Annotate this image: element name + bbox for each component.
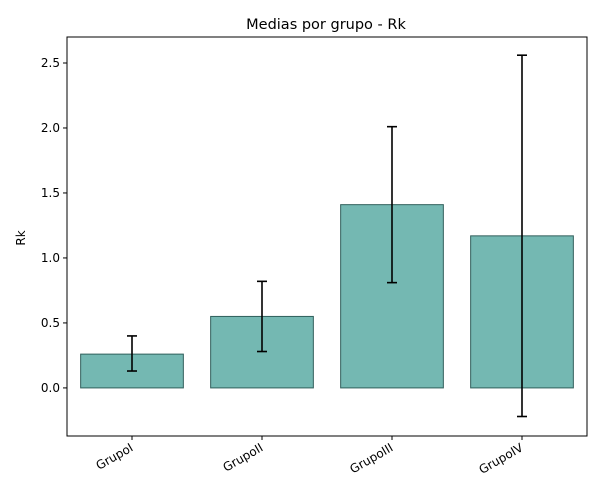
x-tick-label: GrupoIV — [476, 440, 526, 477]
y-tick-label: 0.5 — [41, 316, 60, 330]
y-tick-label: 1.0 — [41, 251, 60, 265]
y-axis: 0.0 0.5 1.0 1.5 2.0 2.5 — [41, 56, 67, 395]
chart-title: Medias por grupo - Rk — [246, 17, 406, 33]
y-tick-label: 0.0 — [41, 381, 60, 395]
y-tick-label: 2.0 — [41, 121, 60, 135]
y-tick-label: 2.5 — [41, 56, 60, 70]
y-axis-label: Rk — [14, 230, 28, 245]
y-tick-label: 1.5 — [41, 186, 60, 200]
bars-group — [80, 204, 574, 389]
x-tick-label: GrupoII — [221, 440, 266, 474]
error-bars-group — [127, 54, 527, 418]
plot-frame — [66, 36, 588, 437]
x-tick-label: GrupoIII — [347, 440, 395, 476]
x-axis: GrupoI GrupoII GrupoIII GrupoIV — [94, 436, 526, 477]
x-tick-label: GrupoI — [94, 440, 136, 472]
